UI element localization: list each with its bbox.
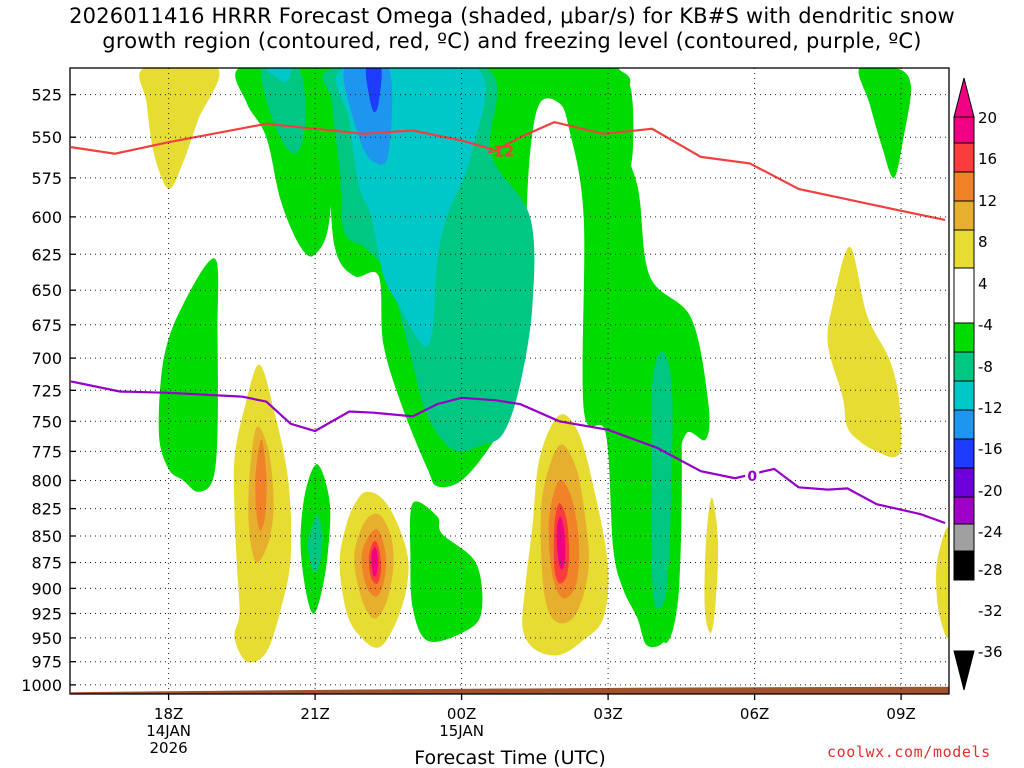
omega-region-s4-16 xyxy=(139,68,220,190)
colorbar-box-n20 xyxy=(953,438,975,469)
y-tick-label: 900 xyxy=(31,579,62,598)
omega-region-n8-14 xyxy=(651,351,673,610)
colorbar-box-n8 xyxy=(953,351,975,382)
chart-title: 2026011416 HRRR Forecast Omega (shaded, … xyxy=(0,4,1024,54)
plot-frame xyxy=(69,67,950,695)
title-line-1: 2026011416 HRRR Forecast Omega (shaded, … xyxy=(69,4,955,28)
omega-region-s4-31 xyxy=(827,246,902,458)
colorbar-label: 8 xyxy=(978,233,988,251)
x-tick-date: 14JAN xyxy=(146,722,191,740)
colorbar-label: -32 xyxy=(978,602,1003,620)
dgz-contour-line xyxy=(70,120,946,221)
y-tick-label: 850 xyxy=(31,527,62,546)
freezing-level-line xyxy=(70,380,946,525)
colorbar-box-n28 xyxy=(953,496,975,525)
omega-region-s4-32 xyxy=(936,527,949,639)
colorbar-label: -4 xyxy=(978,316,993,334)
title-line-2: growth region (contoured, red, ºC) and f… xyxy=(102,29,922,53)
y-tick-label: 525 xyxy=(31,86,62,105)
x-tick-label: 03Z xyxy=(593,705,622,723)
y-tick-label: 750 xyxy=(31,412,62,431)
omega-region-n4-0 xyxy=(235,68,336,257)
colorbar-box-n32 xyxy=(953,523,975,552)
omega-region-s4-30 xyxy=(704,497,719,634)
omega-region-n12-6 xyxy=(265,68,292,83)
y-tick-label: 625 xyxy=(31,245,62,264)
colorbar-label: -20 xyxy=(978,482,1003,500)
omega-region-n4-15 xyxy=(858,68,912,178)
y-tick-label: 800 xyxy=(31,472,62,491)
colorbar-label: 20 xyxy=(978,109,997,127)
y-tick-label: 925 xyxy=(31,605,62,624)
x-tick-label: 00Z xyxy=(447,705,476,723)
y-tick-label: 700 xyxy=(31,349,62,368)
colorbar-box-n4 xyxy=(953,322,975,353)
x-tick-label: 06Z xyxy=(740,705,769,723)
colorbar-label: 12 xyxy=(978,192,997,210)
omega-region-s20-24 xyxy=(371,546,379,577)
colorbar-label: 4 xyxy=(978,275,988,293)
credit-text: coolwx.com/models xyxy=(827,743,991,761)
contour-labels: -12 0 xyxy=(487,142,760,485)
y-tick-label: 950 xyxy=(31,629,62,648)
y-tick-label: 725 xyxy=(31,381,62,400)
colorbar-box-n24 xyxy=(953,467,975,498)
omega-region-n4-12 xyxy=(409,501,483,643)
y-tick-label: 550 xyxy=(31,128,62,147)
y-tick-label: 875 xyxy=(31,554,62,573)
colorbar-box-n12 xyxy=(953,380,975,411)
y-tick-label: 1000 xyxy=(21,676,62,695)
colorbar-label: 16 xyxy=(978,150,997,168)
colorbar-box-s8 xyxy=(953,200,975,231)
freezing-label-background xyxy=(745,466,760,483)
colorbar-box-s12 xyxy=(953,171,975,202)
omega-region-n20-8 xyxy=(365,68,382,113)
omega-region-s20-29 xyxy=(556,516,566,570)
y-tick-label: 575 xyxy=(31,169,62,188)
colorbar-box-s4 xyxy=(953,229,975,269)
y-tick-label: 825 xyxy=(31,500,62,519)
colorbar: 20 16 12 8 4 -4 -8 -12 -16 -20 -24 -28 -32 -36 xyxy=(953,77,1003,691)
x-tick-label: 09Z xyxy=(886,705,915,723)
colorbar-label: -12 xyxy=(978,399,1003,417)
y-tick-label: 975 xyxy=(31,653,62,672)
colorbar-box-n16 xyxy=(953,409,975,440)
y-tick-label: 675 xyxy=(31,316,62,335)
x-tick-date: 15JAN xyxy=(439,722,484,740)
terrain-band xyxy=(71,686,949,694)
colorbar-box-s16 xyxy=(953,142,975,173)
omega-region-n4-2 xyxy=(603,68,634,187)
omega-region-n8-4 xyxy=(260,68,306,154)
colorbar-label: -28 xyxy=(978,561,1003,579)
colorbar-arrow-bottom xyxy=(953,650,975,691)
colorbar-label: -8 xyxy=(978,358,993,376)
omega-region-n4-9 xyxy=(158,258,219,492)
x-tick-label: 18Z xyxy=(154,705,183,723)
x-tick-year: 2026 xyxy=(150,739,188,757)
colorbar-box-s20 xyxy=(953,116,975,144)
colorbar-box-n36 xyxy=(953,550,975,581)
colorbar-arrow-top xyxy=(953,77,975,118)
y-tick-label: 600 xyxy=(31,208,62,227)
y-tick-label: 775 xyxy=(31,442,62,461)
y-tick-label: 650 xyxy=(31,281,62,300)
colorbar-label: -16 xyxy=(978,440,1003,458)
axes: 525 550 575 600 625 650 675 700 725 750 775 800 825 8… xyxy=(21,86,916,757)
x-axis-label: Forecast Time (UTC) xyxy=(414,747,605,768)
omega-region-s12-19 xyxy=(255,439,267,531)
plot-area xyxy=(70,68,949,694)
colorbar-label: -24 xyxy=(978,523,1003,541)
colorbar-label: -36 xyxy=(978,643,1003,661)
freezing-contour-label: 0 xyxy=(747,469,757,485)
x-tick-label: 21Z xyxy=(300,705,329,723)
dgz-contour-label: -12 xyxy=(487,142,514,160)
colorbar-box-white xyxy=(953,267,975,324)
